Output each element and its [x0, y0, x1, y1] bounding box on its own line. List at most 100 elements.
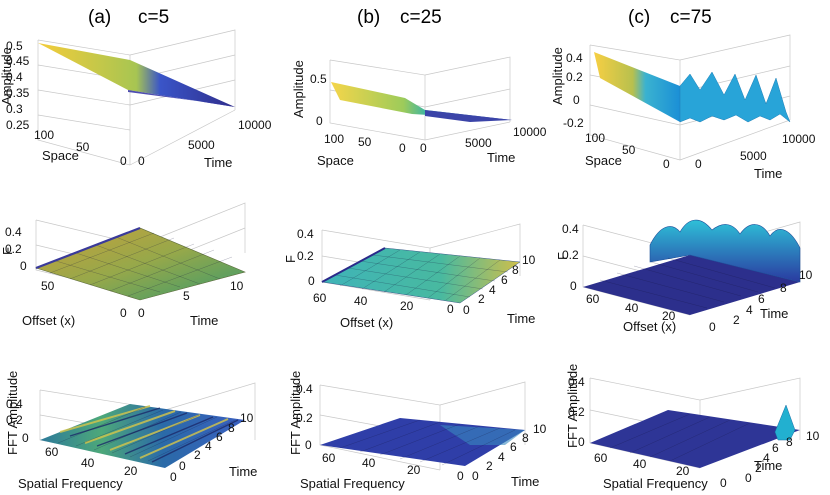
- panel-a1-ztick-0.45: 0.45: [6, 54, 30, 68]
- panel-a3-ztick-0.4: 0.4: [6, 397, 23, 411]
- panel-b2-xtick-6: 6: [501, 273, 508, 287]
- panel-b3-ytick-60: 60: [322, 451, 336, 465]
- panel-c3-ytick-60: 60: [594, 451, 608, 465]
- panel-c3-ytick-40: 40: [633, 457, 647, 471]
- panel-b3-ztick-0.4: 0.4: [296, 382, 313, 396]
- panel-a1-ztick-0.35: 0.35: [6, 86, 30, 100]
- panel-b1-xtick-5000: 5000: [465, 136, 492, 150]
- panel-c1-xtick-5000: 5000: [740, 149, 767, 163]
- panel-b1-ytick-0: 0: [399, 141, 406, 155]
- panel-a2-edge-line: [35, 226, 141, 270]
- panel-c3-ztick-0.2: 0.2: [568, 405, 585, 419]
- panel-a3-xtick-8: 8: [228, 421, 235, 435]
- panel-c2-xlabel: Time: [760, 306, 788, 321]
- panel-b3-xtick-8: 8: [522, 431, 529, 445]
- panel-b1-xlabel: Time: [487, 150, 515, 165]
- panel-a2-ztick-0.2: 0.2: [5, 242, 22, 256]
- panel-b2-ytick-20: 20: [400, 299, 414, 313]
- panel-a3: 0.4 0.2 0 FFT Amplitude 60 40 20 0 Spati…: [5, 371, 257, 491]
- panel-a2-xtick-5: 5: [183, 289, 190, 303]
- panel-a1-xtick-5000: 5000: [188, 138, 215, 152]
- panel-b3-grid: [339, 419, 516, 466]
- panel-a1-surface: [38, 43, 235, 107]
- panel-c3-ytick-0: 0: [720, 476, 727, 490]
- panel-b3: 0.4 0.2 0 FFT Amplitude 60 40 20 0 Spati…: [288, 371, 547, 491]
- column-label-b: (b): [357, 7, 380, 28]
- panel-c3-surface: [590, 410, 800, 468]
- column-title-text-a: c=5: [138, 7, 169, 28]
- panel-b1-surface-edge: [425, 110, 512, 122]
- panel-b1-xtick-0: 0: [420, 141, 427, 155]
- panel-a1-xtick-0: 0: [138, 154, 145, 168]
- panel-c2-ytick-20: 20: [662, 309, 676, 323]
- panel-c2-ztick-0: 0: [570, 279, 577, 293]
- panel-c2-xtick-2: 2: [733, 313, 740, 327]
- panel-b2-ytick-0: 0: [447, 302, 454, 316]
- panel-a3-ytick-40: 40: [81, 456, 95, 470]
- column-title-a: (a) c=5: [88, 7, 169, 28]
- panel-b2-xtick-0: 0: [463, 303, 470, 317]
- panel-b2-ztick-0.2: 0.2: [297, 249, 314, 263]
- column-label-a: (a): [88, 7, 111, 28]
- column-title-c: (c) c=75: [628, 7, 712, 28]
- column-title-text-c: c=75: [670, 7, 712, 28]
- panel-a1-xtick-10000: 10000: [238, 118, 272, 132]
- panel-b2-ytick-40: 40: [354, 294, 368, 308]
- panel-c3-ytick-20: 20: [676, 464, 690, 478]
- panel-c2-peaks-surface: [649, 219, 801, 283]
- panel-a1-ztick-0.25: 0.25: [6, 118, 30, 132]
- panel-b2-ztick-0: 0: [308, 274, 315, 288]
- panel-c1-xtick-10000: 10000: [782, 132, 816, 146]
- panel-c3-ztick-0: 0: [578, 435, 585, 449]
- panel-c1-xlabel: Time: [754, 166, 782, 181]
- panel-c3-xlabel: Time: [754, 458, 782, 473]
- panel-c3-zlabel: FFT Amplitude: [565, 364, 580, 448]
- panel-a1-ytick-100: 100: [34, 128, 54, 142]
- panel-b1-ytick-50: 50: [358, 135, 372, 149]
- panel-c2-grid: [599, 257, 776, 309]
- panel-a1-ytick-0: 0: [120, 154, 127, 168]
- panel-b2-ztick-0.4: 0.4: [297, 227, 314, 241]
- panel-a3-ylabel: Spatial Frequency: [18, 476, 123, 491]
- panel-b1-ztick-0: 0: [316, 114, 323, 128]
- panel-b2: 0.4 0.2 0 F 60 40 20 0 Offset (x) 0 2 4 …: [283, 223, 536, 330]
- panel-c2-xtick-4: 4: [746, 303, 753, 317]
- panel-c2-xtick-6: 6: [758, 292, 765, 306]
- panel-a2-grid: [49, 232, 233, 297]
- panel-c1-wave-surface: [679, 71, 791, 123]
- panel-b2-xtick-4: 4: [489, 283, 496, 297]
- panel-a3-grid: [57, 406, 236, 462]
- panel-a2-ztick-0.4: 0.4: [5, 225, 22, 239]
- panel-a3-xtick-2: 2: [194, 448, 201, 462]
- panel-b2-xtick-10: 10: [522, 253, 536, 267]
- panel-c3-ylabel: Spatial Frequency: [603, 476, 708, 491]
- panel-a3-stripes-yellow: [59, 405, 229, 459]
- panel-c3-xtick-0: 0: [745, 471, 752, 485]
- panel-b1-ytick-100: 100: [324, 132, 344, 146]
- panel-b1-ylabel: Space: [317, 153, 354, 168]
- panel-b2-edge-line: [321, 247, 386, 283]
- panel-b3-xtick-0: 0: [472, 469, 479, 483]
- panel-a1-xlabel: Time: [204, 155, 232, 170]
- panel-c2-ytick-0: 0: [709, 320, 716, 334]
- panel-b2-xtick-2: 2: [478, 292, 485, 306]
- panel-a2-ylabel: Offset (x): [22, 313, 75, 328]
- panel-a1-surface-edge: [128, 90, 235, 107]
- panel-b3-ylabel: Spatial Frequency: [300, 476, 405, 491]
- panel-c1-ztick-0: 0: [573, 93, 580, 107]
- panel-b2-xlabel: Time: [507, 311, 535, 326]
- panel-a2-xtick-10: 10: [230, 279, 244, 293]
- panel-a2-ytick-0: 0: [120, 306, 127, 320]
- panel-c2-xtick-8: 8: [780, 281, 787, 295]
- panel-b3-xtick-4: 4: [498, 450, 505, 464]
- panel-c3-peak: [774, 404, 796, 441]
- panel-c2-ztick-0.2: 0.2: [562, 248, 579, 262]
- panel-b2-ylabel: Offset (x): [340, 315, 393, 330]
- panel-b3-ztick-0.2: 0.2: [296, 411, 313, 425]
- panel-c1-ztick--0.2: -0.2: [563, 116, 584, 130]
- panel-b2-zlabel: F: [283, 255, 298, 263]
- panel-a3-xtick-4: 4: [205, 439, 212, 453]
- panel-c3-xtick-2: 2: [755, 461, 762, 475]
- panel-b3-xtick-10: 10: [533, 422, 547, 436]
